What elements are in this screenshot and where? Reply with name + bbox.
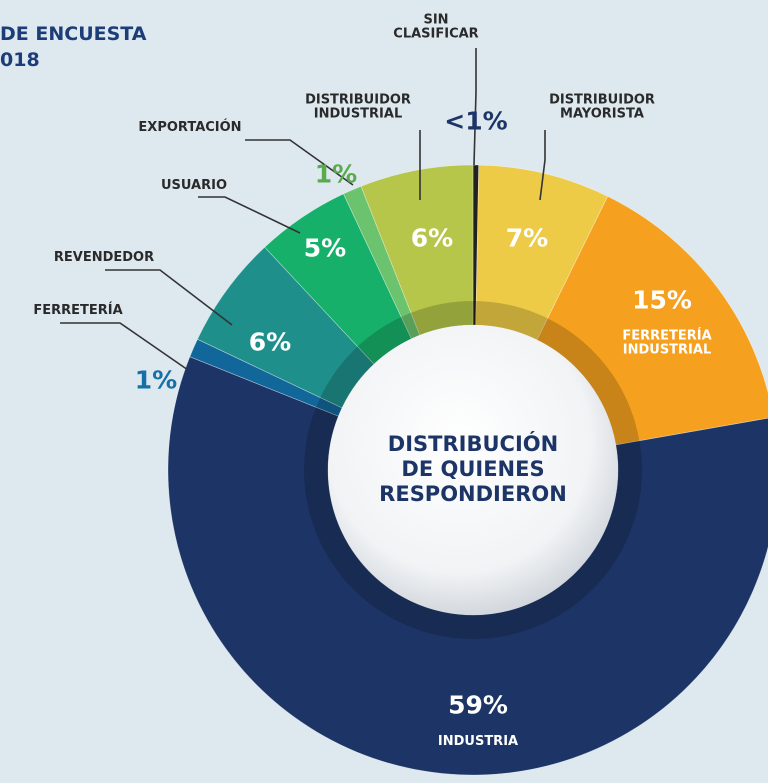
leader-line (473, 48, 477, 166)
category-label: INDUSTRIA (437, 733, 519, 749)
center-label: DISTRIBUCIÓN DE QUIENES RESPONDIERON (379, 432, 567, 507)
category-label: DISTRIBUIDOR MAYORISTA (549, 92, 655, 122)
leader-line (105, 269, 233, 326)
value-label: 6% (248, 327, 292, 357)
category-label: EXPORTACIÓN (138, 119, 242, 135)
category-label: DISTRIBUIDOR INDUSTRIAL (305, 92, 411, 122)
donut (167, 164, 768, 776)
leader-line (60, 322, 189, 371)
leader-lines (60, 48, 546, 371)
leader-line (539, 130, 546, 201)
value-label: 59% (448, 690, 508, 720)
value-label: <1% (444, 106, 508, 136)
value-label: 6% (410, 223, 454, 253)
value-label: 1% (314, 159, 358, 189)
category-label: USUARIO (160, 177, 228, 193)
category-label: REVENDEDOR (53, 249, 155, 265)
value-label: 15% (632, 285, 692, 315)
value-label: 5% (303, 233, 347, 263)
value-label: 7% (505, 223, 549, 253)
leader-line (245, 139, 354, 186)
leader-line (198, 196, 301, 234)
category-label: SIN CLASIFICAR (393, 12, 479, 42)
category-label: FERRETERÍA (33, 302, 123, 318)
title: DE ENCUESTA 018 (0, 23, 147, 71)
inner-band (304, 301, 642, 639)
value-label: 1% (134, 365, 178, 395)
center-disk (328, 325, 618, 615)
category-label: FERRETERÍA INDUSTRIAL (622, 328, 712, 358)
